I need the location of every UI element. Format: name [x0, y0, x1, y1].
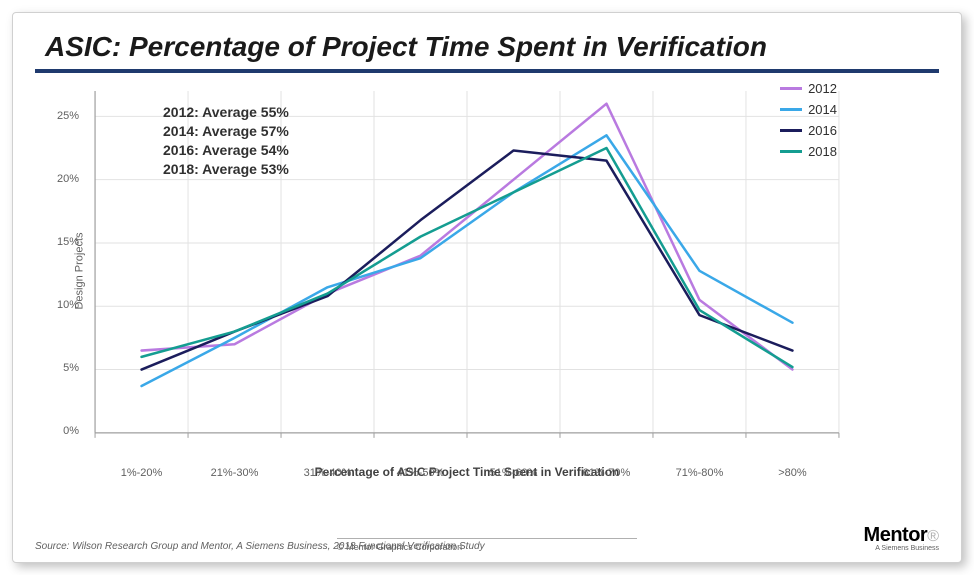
legend-swatch — [780, 150, 802, 153]
x-tick-label: 51%-60% — [490, 467, 538, 479]
legend-item: 2016 — [780, 123, 837, 138]
average-line: 2014: Average 57% — [163, 122, 289, 141]
logo-main: Mentor — [864, 524, 928, 546]
legend-label: 2016 — [808, 123, 837, 138]
average-line: 2018: Average 53% — [163, 160, 289, 179]
x-tick-label: 21%-30% — [211, 467, 259, 479]
legend-label: 2012 — [808, 81, 837, 96]
chart-card: ASIC: Percentage of Project Time Spent i… — [12, 12, 962, 563]
y-tick-label: 25% — [57, 110, 79, 122]
legend: 2012 2014 2016 2018 — [780, 81, 837, 165]
y-tick-label: 10% — [57, 299, 79, 311]
legend-label: 2014 — [808, 102, 837, 117]
averages-box: 2012: Average 55%2014: Average 57%2016: … — [163, 103, 289, 179]
logo-sub: A Siemens Business — [864, 545, 939, 552]
x-tick-label: 61%-70% — [583, 467, 631, 479]
legend-item: 2018 — [780, 144, 837, 159]
average-line: 2016: Average 54% — [163, 141, 289, 160]
mentor-logo: Mentor® A Siemens Business — [864, 524, 939, 552]
x-tick-label: 41%-50% — [397, 467, 445, 479]
footer: Source: Wilson Research Group and Mentor… — [35, 524, 939, 552]
legend-item: 2012 — [780, 81, 837, 96]
plot-area: Design Projects 2012: Average 55%2014: A… — [85, 81, 849, 461]
x-tick-label: 71%-80% — [676, 467, 724, 479]
y-tick-label: 5% — [63, 362, 79, 374]
legend-swatch — [780, 129, 802, 132]
legend-swatch — [780, 108, 802, 111]
legend-swatch — [780, 87, 802, 90]
y-tick-label: 0% — [63, 425, 79, 437]
y-tick-label: 15% — [57, 236, 79, 248]
legend-label: 2018 — [808, 144, 837, 159]
x-tick-label: 1%-20% — [121, 467, 163, 479]
average-line: 2012: Average 55% — [163, 103, 289, 122]
x-tick-label: 31%-40% — [304, 467, 352, 479]
y-tick-label: 20% — [57, 173, 79, 185]
x-axis-label: Percentage of ASIC Project Time Spent in… — [85, 465, 849, 479]
title-rule — [35, 69, 939, 73]
x-tick-label: >80% — [778, 467, 806, 479]
legend-item: 2014 — [780, 102, 837, 117]
copyright-text: © Mentor Graphics Corporation — [337, 538, 637, 552]
chart-title: ASIC: Percentage of Project Time Spent i… — [35, 31, 939, 63]
